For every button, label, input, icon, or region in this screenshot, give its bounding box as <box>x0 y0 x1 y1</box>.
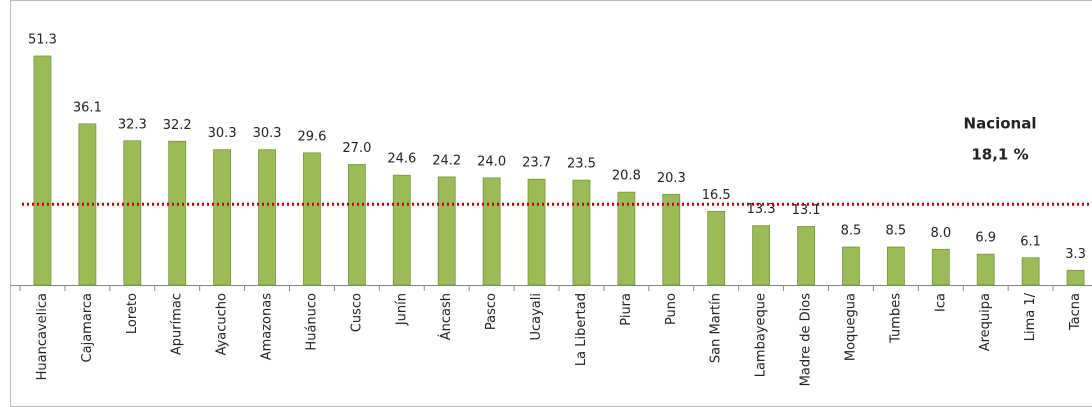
data-label: 8.5 <box>886 224 907 239</box>
x-tick-label: Cusco <box>349 293 364 332</box>
x-tick-label: Arequipa <box>978 293 993 351</box>
x-tick-label: Amazonas <box>260 293 275 361</box>
x-tick-label: La Libertad <box>574 293 589 366</box>
x-tick-label: Piura <box>619 293 634 326</box>
x-tick-label: Tacna <box>1068 293 1083 331</box>
x-tick-label: Huánuco <box>304 293 319 351</box>
bar <box>303 152 321 286</box>
bar <box>392 174 411 286</box>
x-tick-label: San Martín <box>709 293 724 363</box>
bar <box>707 210 726 286</box>
x-tick-label: Moquegua <box>843 293 858 361</box>
data-label: 8.5 <box>841 224 862 239</box>
data-label: 27.0 <box>342 141 371 156</box>
x-tick-label: Ica <box>933 293 948 312</box>
data-label: 3.3 <box>1065 247 1086 262</box>
data-label: 6.9 <box>975 231 996 246</box>
data-label: 16.5 <box>702 188 731 203</box>
bar <box>572 179 591 286</box>
x-tick-label: Lambayeque <box>754 293 769 377</box>
data-label: 36.1 <box>73 100 102 115</box>
data-label: 6.1 <box>1020 234 1041 249</box>
x-tick-label: Apurímac <box>170 293 185 355</box>
x-tick-label: Huancavelica <box>35 293 50 380</box>
data-label: 30.3 <box>208 126 237 141</box>
bar <box>33 55 52 286</box>
bar <box>752 225 771 286</box>
bar <box>123 140 142 286</box>
x-tick-label: Áncash <box>438 293 454 340</box>
data-label: 13.3 <box>747 202 776 217</box>
x-tick-label: Ayacucho <box>215 293 230 355</box>
bar <box>617 191 636 286</box>
data-label: 24.6 <box>387 152 416 167</box>
bar <box>931 248 950 286</box>
reference-label: Nacional <box>964 115 1037 133</box>
x-tick-label: Ucayali <box>529 293 544 341</box>
data-label: 32.3 <box>118 117 147 132</box>
data-label: 24.2 <box>432 153 461 168</box>
data-label: 13.1 <box>792 203 821 218</box>
data-label: 8.0 <box>930 226 951 241</box>
x-tick-label: Madre de Dios <box>799 293 814 387</box>
bar <box>437 176 456 286</box>
bar <box>662 193 681 286</box>
bar <box>797 226 815 286</box>
bar <box>482 177 501 286</box>
bar <box>258 149 276 286</box>
x-tick-label: Loreto <box>125 293 140 334</box>
data-label: 29.6 <box>297 129 326 144</box>
bar <box>347 164 366 286</box>
data-label: 30.3 <box>253 126 282 141</box>
data-label: 20.3 <box>657 171 686 186</box>
bar <box>527 178 546 286</box>
data-label: 51.3 <box>28 33 57 48</box>
reference-label: 18,1 % <box>971 146 1028 164</box>
data-label: 23.5 <box>567 157 596 172</box>
x-tick-label: Cajamarca <box>80 293 95 362</box>
bar <box>842 246 860 286</box>
x-tick-label: Pasco <box>484 293 499 330</box>
x-tick-label: Junín <box>394 293 409 326</box>
data-label: 32.2 <box>163 118 192 133</box>
bar <box>976 253 995 286</box>
data-label: 24.0 <box>477 154 506 169</box>
data-label: 20.8 <box>612 169 641 184</box>
data-label: 23.7 <box>522 156 551 171</box>
bar <box>1021 257 1040 286</box>
bar <box>168 140 187 286</box>
bar <box>1066 269 1085 286</box>
x-tick-label: Puno <box>664 293 679 325</box>
x-tick-label: Lima 1/ <box>1023 292 1038 341</box>
x-tick-label: Tumbes <box>888 293 903 344</box>
bar <box>213 149 232 286</box>
bar <box>886 246 905 286</box>
